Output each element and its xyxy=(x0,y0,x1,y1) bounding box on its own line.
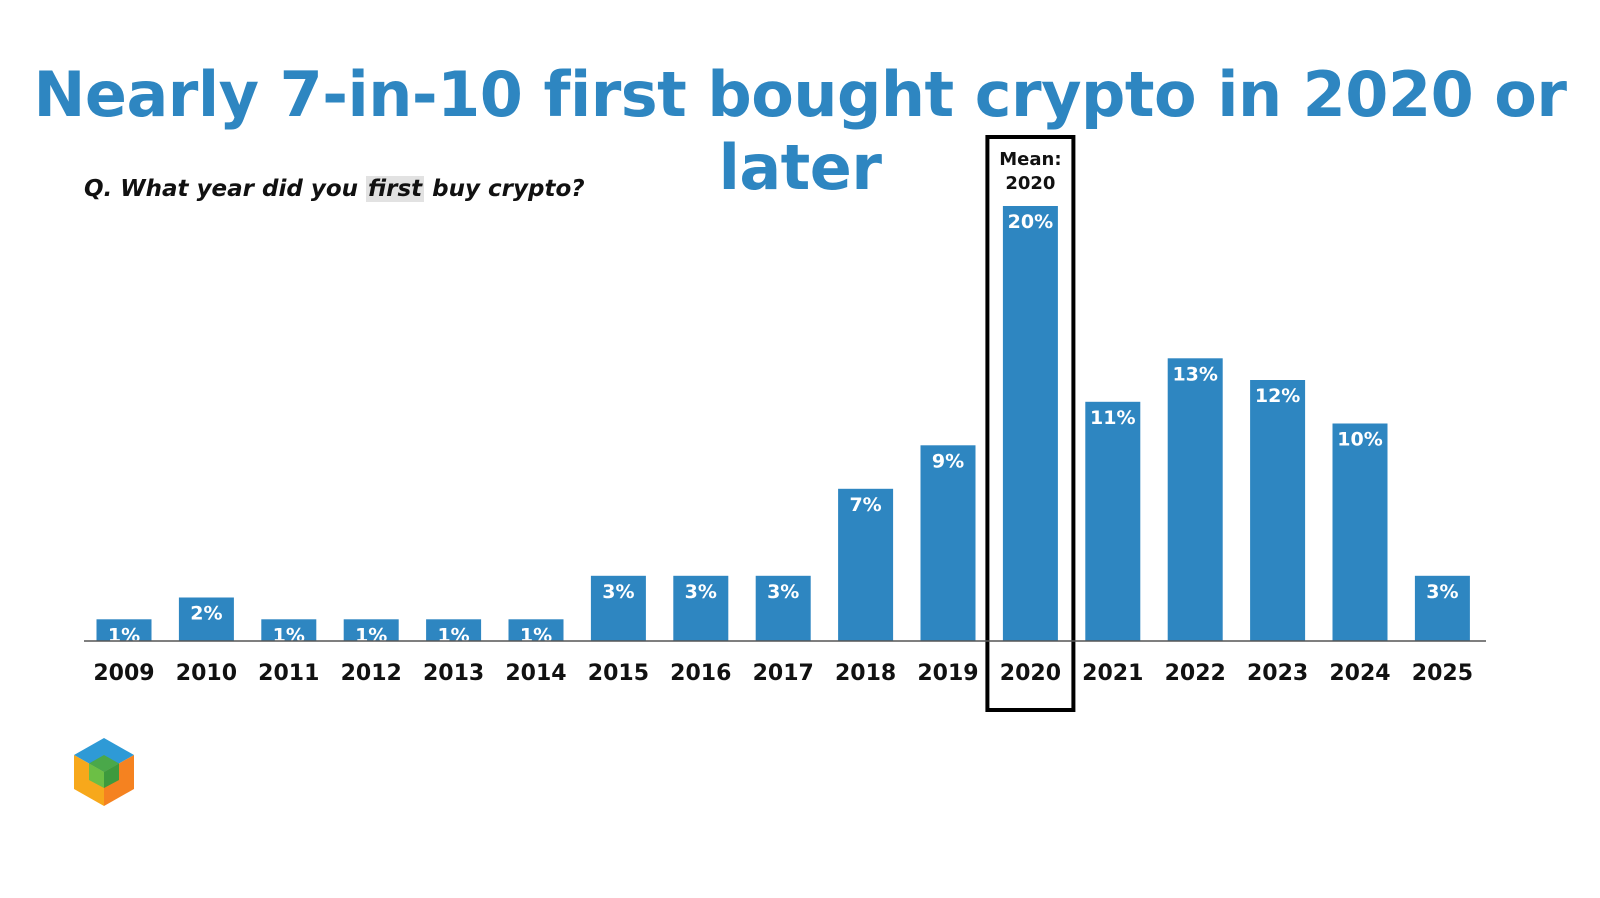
bar-value-label-2024: 10% xyxy=(1337,429,1382,451)
x-tick-label-2012: 2012 xyxy=(341,661,402,686)
bar-2011 xyxy=(261,619,317,642)
bar-2018 xyxy=(838,488,894,642)
bar-value-label-2017: 3% xyxy=(767,581,799,603)
bar-2012 xyxy=(343,619,399,642)
chart-title: Nearly 7-in-10 first bought crypto in 20… xyxy=(33,58,1567,204)
x-tick-label-2022: 2022 xyxy=(1165,661,1226,686)
bar-value-label-2015: 3% xyxy=(602,581,634,603)
x-tick-label-2013: 2013 xyxy=(423,661,484,686)
question-text-before: Q. What year did you xyxy=(84,176,367,202)
bar-value-label-2021: 11% xyxy=(1090,407,1135,429)
bar-value-label-2020: 20% xyxy=(1008,211,1053,233)
x-tick-label-2021: 2021 xyxy=(1082,661,1143,686)
x-tick-label-2023: 2023 xyxy=(1247,661,1308,686)
bar-value-label-2016: 3% xyxy=(685,581,717,603)
bar-value-label-2023: 12% xyxy=(1255,385,1300,407)
hexagon-cube-logo-icon xyxy=(74,738,134,806)
bar-value-label-2018: 7% xyxy=(849,494,881,516)
x-tick-label-2010: 2010 xyxy=(176,661,237,686)
bar-2013 xyxy=(426,619,482,642)
bar-value-label-2022: 13% xyxy=(1172,363,1217,385)
survey-question: Q. What year did you first buy crypto? xyxy=(84,176,585,202)
bar-2015 xyxy=(590,575,646,642)
x-tick-label-2024: 2024 xyxy=(1329,661,1390,686)
bar-2010 xyxy=(178,597,234,641)
bar-2017 xyxy=(755,575,811,642)
x-tick-label-2009: 2009 xyxy=(93,661,154,686)
mean-value: 2020 xyxy=(1005,173,1055,194)
mean-highlight-box xyxy=(985,135,1076,712)
x-tick-label-2017: 2017 xyxy=(753,661,814,686)
question-highlight: first xyxy=(366,176,425,202)
bar-value-label-2009: 1% xyxy=(108,624,140,646)
bar-2022 xyxy=(1167,358,1223,642)
x-tick-label-2014: 2014 xyxy=(505,661,566,686)
bar-2009 xyxy=(96,619,152,642)
bar-value-label-2010: 2% xyxy=(190,603,222,625)
x-tick-label-2011: 2011 xyxy=(258,661,319,686)
bar-value-label-2012: 1% xyxy=(355,624,387,646)
bar-2016 xyxy=(673,575,729,642)
question-text-after: buy crypto? xyxy=(424,176,585,202)
bar-2014 xyxy=(508,619,564,642)
x-tick-label-2016: 2016 xyxy=(670,661,731,686)
x-tick-label-2020: 2020 xyxy=(1000,661,1061,686)
x-tick-label-2018: 2018 xyxy=(835,661,896,686)
bar-2025 xyxy=(1414,575,1470,642)
x-tick-label-2019: 2019 xyxy=(917,661,978,686)
bar-value-label-2014: 1% xyxy=(520,624,552,646)
bar-value-label-2025: 3% xyxy=(1426,581,1458,603)
bar-2024 xyxy=(1332,423,1388,641)
bar-2023 xyxy=(1250,380,1306,641)
x-tick-label-2025: 2025 xyxy=(1412,661,1473,686)
bar-2020 xyxy=(1002,206,1058,641)
bar-value-label-2019: 9% xyxy=(932,450,964,472)
bar-value-label-2013: 1% xyxy=(437,624,469,646)
bar-value-label-2011: 1% xyxy=(273,624,305,646)
bar-2021 xyxy=(1085,401,1141,642)
mean-label: Mean: xyxy=(999,149,1061,170)
x-tick-label-2015: 2015 xyxy=(588,661,649,686)
bar-2019 xyxy=(920,445,976,642)
